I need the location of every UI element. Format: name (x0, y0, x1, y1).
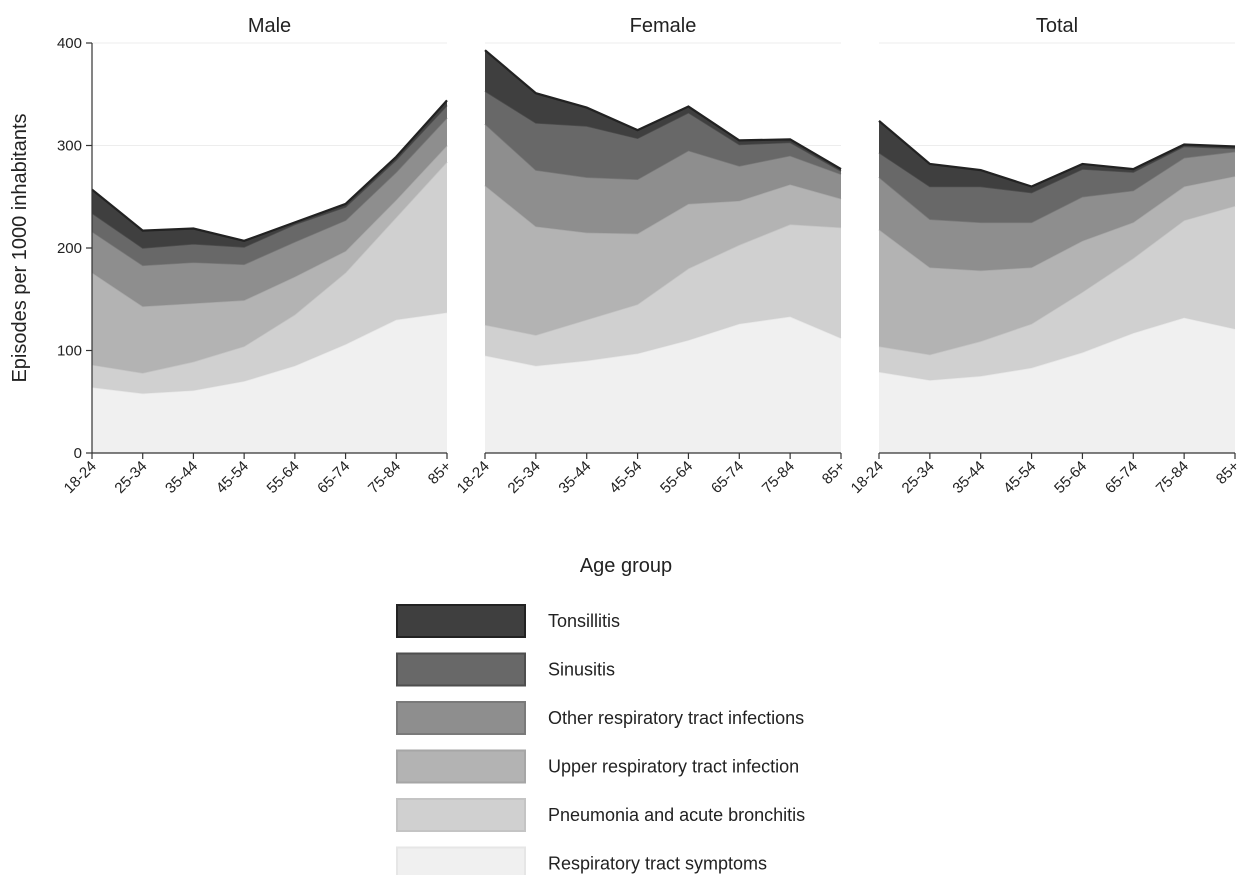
y-axis-label: Episodes per 1000 inhabitants (9, 113, 31, 382)
area-other-respiratory-tract-infections (879, 151, 1235, 271)
area-other-respiratory-tract-infections (485, 123, 841, 234)
legend-swatch (396, 701, 526, 735)
x-tick-label: 25-34 (899, 458, 938, 497)
y-tick-label: 100 (57, 343, 82, 360)
area-respiratory-tract-symptoms (879, 317, 1235, 453)
legend-swatch (396, 652, 526, 687)
x-tick-label: 55-64 (264, 458, 303, 497)
area-respiratory-tract-symptoms (485, 316, 841, 453)
x-tick-label: 45-54 (213, 458, 252, 497)
area-edge-tonsillitis (91, 99, 448, 242)
x-tick-label: 25-34 (505, 458, 544, 497)
legend-swatch (396, 749, 526, 784)
area-sinusitis (879, 146, 1235, 223)
legend-item: Pneumonia and acute bronchitis (396, 798, 805, 832)
y-tick-label: 400 (57, 35, 82, 52)
panel-female: Female 18-24 25-34 35-44 45-54 55-64 65-74 75-8… (454, 15, 849, 497)
legend-item: Sinusitis (396, 652, 615, 687)
legend-item: Respiratory tract symptoms (396, 846, 767, 875)
x-axis-label: Age group (580, 555, 672, 577)
x-tick-label: 18-24 (454, 458, 493, 497)
x-tick-label: 18-24 (61, 458, 100, 497)
x-tick-label: 75-84 (365, 458, 404, 497)
y-tick-label: 0 (74, 445, 82, 462)
x-tick-label: 35-44 (555, 458, 594, 497)
legend-label: Tonsillitis (548, 611, 620, 631)
x-tick-label: 35-44 (162, 458, 201, 497)
legend-label: Respiratory tract symptoms (548, 854, 767, 874)
area-respiratory-tract-symptoms (92, 312, 447, 453)
area-pneumonia-and-acute-bronchitis (92, 161, 447, 394)
panel-title: Female (630, 15, 697, 37)
area-edge-respiratory-tract-symptoms (91, 311, 448, 395)
area-upper-respiratory-tract-infection (879, 176, 1235, 355)
x-tick-label: 45-54 (606, 458, 645, 497)
x-tick-label: 85+ (425, 458, 455, 488)
legend-label: Sinusitis (548, 660, 615, 680)
area-edge-tonsillitis (484, 49, 842, 171)
panel-male: Male 18-24 25-34 35-44 45-54 55-64 65-74 75-84 8… (57, 15, 455, 497)
panel-title: Male (248, 15, 291, 37)
area-upper-respiratory-tract-infection (485, 184, 841, 336)
x-tick-label: 75-84 (1153, 458, 1192, 497)
area-sinusitis (485, 91, 841, 180)
legend-label: Upper respiratory tract infection (548, 757, 799, 777)
x-tick-label: 55-64 (1051, 458, 1090, 497)
legend-swatch (396, 798, 526, 832)
x-tick-label: 65-74 (314, 458, 353, 497)
y-tick-label: 300 (57, 138, 82, 155)
area-upper-respiratory-tract-infection (92, 145, 447, 374)
chart-panels: Male 18-24 25-34 35-44 45-54 55-64 65-74 75-84 8… (57, 15, 1243, 497)
legend-label: Pneumonia and acute bronchitis (548, 805, 805, 825)
x-tick-label: 25-34 (111, 458, 150, 497)
x-tick-label: 35-44 (949, 458, 988, 497)
area-tonsillitis (92, 100, 447, 249)
area-other-respiratory-tract-infections (92, 117, 447, 307)
area-tonsillitis (879, 120, 1235, 193)
legend: Tonsillitis Sinusitis Other respiratory tr… (396, 604, 805, 875)
legend-item: Upper respiratory tract infection (396, 749, 799, 784)
x-tick-label: 85+ (819, 458, 849, 488)
area-sinusitis (92, 105, 447, 266)
legend-item: Tonsillitis (396, 604, 620, 638)
legend-swatch (396, 846, 526, 875)
y-tick-label: 200 (57, 240, 82, 257)
x-tick-label: 65-74 (1102, 458, 1141, 497)
area-edge-tonsillitis (878, 120, 1236, 188)
x-tick-label: 75-84 (759, 458, 798, 497)
legend-label: Other respiratory tract infections (548, 708, 804, 728)
x-tick-label: 18-24 (848, 458, 887, 497)
legend-item: Other respiratory tract infections (396, 701, 804, 735)
x-tick-label: 55-64 (657, 458, 696, 497)
x-tick-label: 45-54 (1000, 458, 1039, 497)
x-tick-label: 85+ (1213, 458, 1243, 488)
legend-swatch (396, 604, 526, 638)
panel-total: Total 18-24 25-34 35-44 45-54 55-64 65-74 75-84… (848, 15, 1243, 497)
area-pneumonia-and-acute-bronchitis (485, 224, 841, 366)
x-tick-label: 65-74 (708, 458, 747, 497)
panel-title: Total (1036, 15, 1078, 37)
